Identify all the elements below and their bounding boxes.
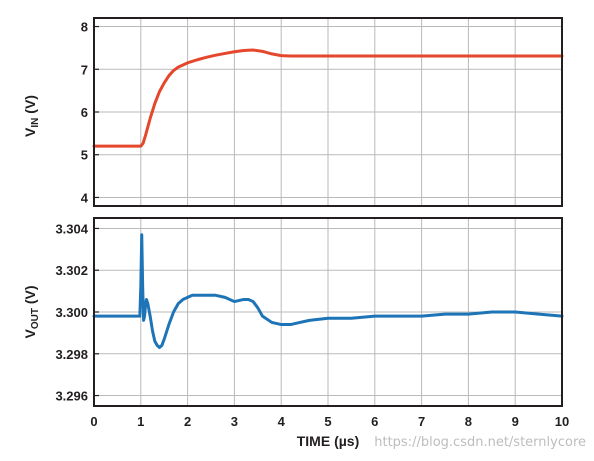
vout-ytick-label-2: 3.300 [55,305,88,320]
vout-ytick-label-1: 3.298 [55,347,88,362]
vout-plot-frame [93,217,563,407]
x-tick-label-5: 5 [324,414,331,429]
vin-series-line [92,48,564,148]
vin-plot-frame [93,17,563,207]
x-axis-label: TIME (µs) [297,433,360,449]
watermark: https://blog.csdn.net/sternlycore [374,435,586,450]
vin-ytick-label-2: 6 [81,105,88,120]
x-tick-label-4: 4 [278,414,286,429]
x-tick-label-0: 0 [90,414,97,429]
vin-ytick-label-1: 5 [81,148,88,163]
vout-axis-label: VOUT (V) [22,285,41,338]
x-tick-label-10: 10 [555,414,569,429]
vout-ytick-label-0: 3.296 [55,389,88,404]
vout-ytick-label-3: 3.302 [55,263,88,278]
vin-panel: 4 5 6 7 8 [81,17,564,207]
vin-ytick-label-4: 8 [81,20,88,35]
vout-ytick-label-4: 3.304 [55,221,88,236]
vout-panel: 3.296 3.298 3.300 3.302 3.304 0 1 2 3 4 5 6 7 8 9 10 [55,217,569,429]
x-tick-label-9: 9 [512,414,519,429]
x-tick-label-1: 1 [137,414,144,429]
x-tick-label-2: 2 [184,414,191,429]
x-tick-label-8: 8 [465,414,472,429]
vin-axis-label: VIN (V) [22,95,41,137]
x-tick-label-6: 6 [371,414,378,429]
x-tick-label-7: 7 [418,414,425,429]
vin-ytick-label-0: 4 [81,190,89,205]
vin-ytick-label-3: 7 [81,62,88,77]
vout-series-line [92,233,564,350]
x-tick-label-3: 3 [231,414,238,429]
